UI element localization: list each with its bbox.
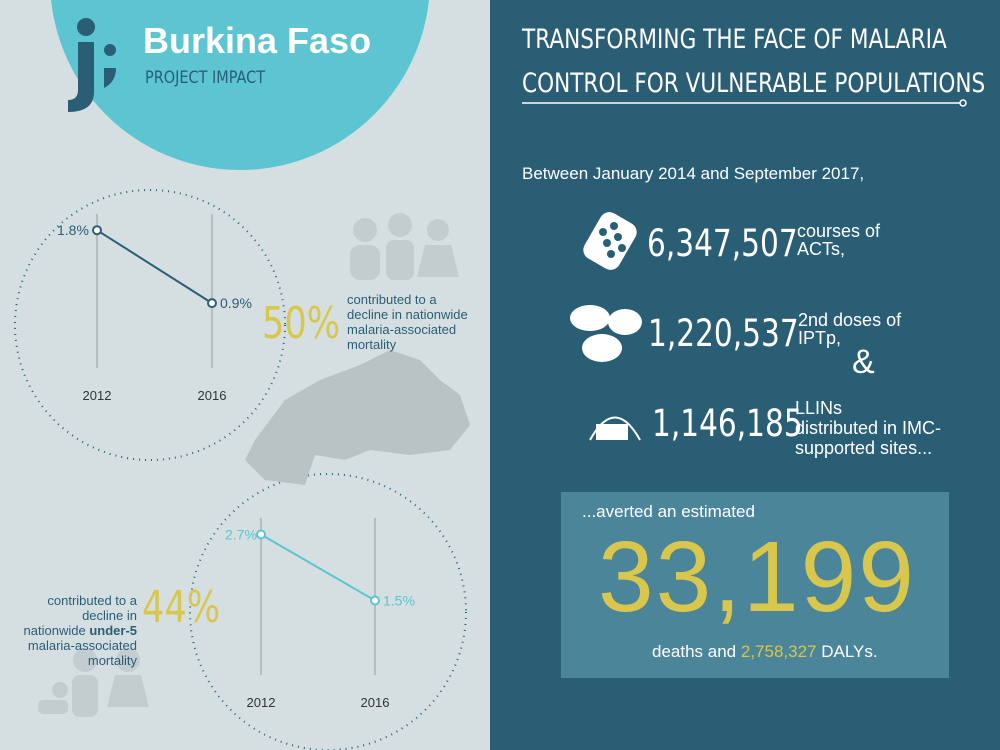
value-label: 1.5% xyxy=(383,593,415,609)
deaths-number: 33,199 xyxy=(598,521,916,633)
stat-label-line: LLINs xyxy=(795,398,843,418)
point xyxy=(207,298,217,309)
text: nationwide xyxy=(23,623,90,638)
x-label: 2012 xyxy=(83,388,112,403)
text-line: contributed to a xyxy=(47,593,137,608)
value-label: 1.8% xyxy=(57,222,89,238)
stat-label-line: ACTs, xyxy=(797,239,846,259)
stat-number: 6,347,507 xyxy=(647,222,798,265)
tablet-icon xyxy=(570,305,642,362)
stat-label: LLINs distributed in IMC-supported sites.… xyxy=(795,398,941,458)
result-box xyxy=(561,492,949,678)
text: DALYs. xyxy=(816,642,878,661)
stat-label-line: 2nd doses of xyxy=(798,310,902,330)
line xyxy=(96,229,213,304)
stat-label-line: supported sites... xyxy=(795,438,933,458)
bednet-icon xyxy=(589,416,641,441)
subtitle: PROJECT IMPACT xyxy=(145,68,266,88)
text-line: decline in nationwide xyxy=(347,307,468,322)
stat-label-line: courses of xyxy=(797,221,881,241)
text: deaths and xyxy=(652,642,741,661)
stat-label-line: IPTp, xyxy=(798,328,842,348)
result-lead: ...averted an estimated xyxy=(582,502,755,521)
x-label: 2012 xyxy=(247,695,276,710)
stat-number: 1,146,185 xyxy=(652,402,803,445)
x-label: 2016 xyxy=(361,695,390,710)
chart-ring xyxy=(14,189,286,461)
text-line: mortality xyxy=(87,653,137,668)
value-label: 2.7% xyxy=(225,527,257,543)
point xyxy=(256,529,266,540)
impact-percent: 50% xyxy=(262,298,341,349)
text-line: contributed to a xyxy=(347,292,437,307)
impact-text: contributed to a decline in nationwide und… xyxy=(0,563,137,698)
point xyxy=(92,225,102,236)
text-line: malaria-associated xyxy=(27,638,137,653)
chart-ring xyxy=(189,473,467,750)
result-tail: deaths and 2,758,327 DALYs. xyxy=(652,642,878,662)
charts: 2012 2016 1.8% 0.9% 2012 2016 2.7% 1.5% xyxy=(57,214,415,710)
map xyxy=(245,350,470,485)
impact-percent: 44% xyxy=(142,582,221,633)
stat-label: courses of ACTs, xyxy=(797,222,880,258)
x-label: 2016 xyxy=(198,388,227,403)
country-title: Burkina Faso xyxy=(143,20,372,61)
impact-text: contributed to a decline in nationwide mal… xyxy=(347,292,468,352)
intro: Between January 2014 and September 2017, xyxy=(522,164,865,183)
headline-line: TRANSFORMING THE FACE OF MALARIA xyxy=(522,24,947,55)
text-line: decline in xyxy=(82,608,137,623)
people-icon xyxy=(38,213,459,717)
text-line: malaria-associated xyxy=(347,322,457,337)
pill-icon xyxy=(583,212,637,270)
stat-label: 2nd doses of IPTp, xyxy=(798,311,901,347)
text-line: mortality xyxy=(347,337,397,352)
value-label: 0.9% xyxy=(220,295,252,311)
line xyxy=(260,533,376,602)
ampersand: & xyxy=(852,343,875,381)
header-circle xyxy=(51,0,429,170)
text-line: nationwide under-5 xyxy=(0,623,137,638)
point xyxy=(370,595,380,606)
stat-label-line: distributed in IMC- xyxy=(795,418,942,438)
headline-line: CONTROL FOR VULNERABLE POPULATIONS xyxy=(522,68,986,99)
dalys-number: 2,758,327 xyxy=(740,642,817,661)
stat-number: 1,220,537 xyxy=(648,312,799,355)
headline: TRANSFORMING THE FACE OF MALARIA CONTROL… xyxy=(522,18,985,106)
logo xyxy=(68,18,116,112)
text: under-5 xyxy=(89,623,137,638)
